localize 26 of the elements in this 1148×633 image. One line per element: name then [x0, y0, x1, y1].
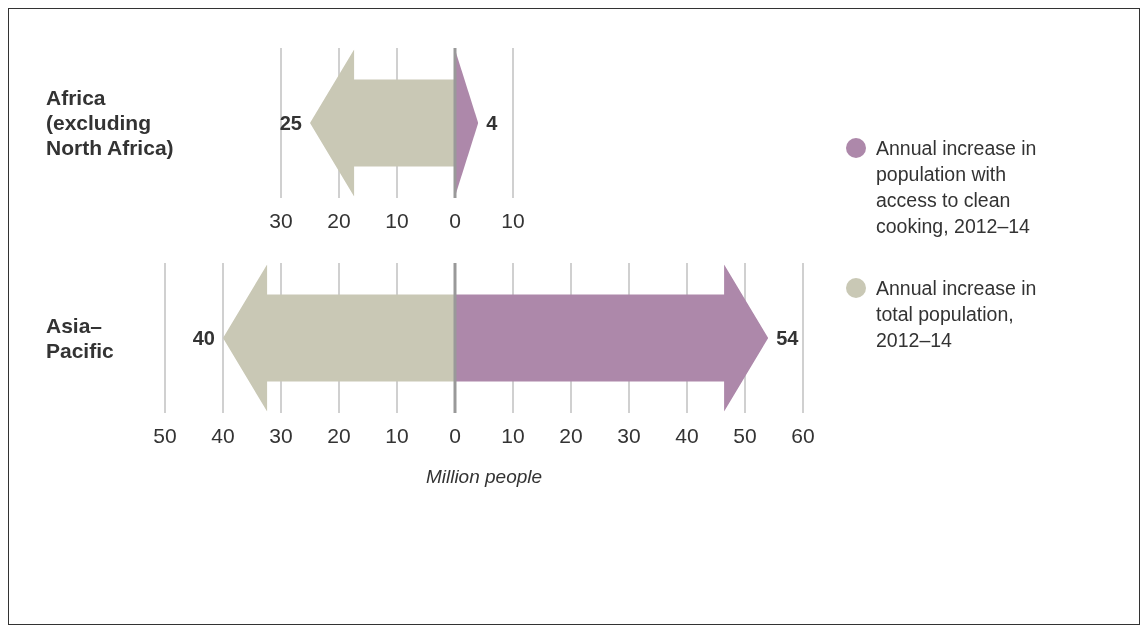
data-label: 25 [279, 112, 302, 134]
legend-label: Annual increase in total population, 2012–14 [876, 277, 1037, 351]
data-label: 4 [486, 112, 499, 134]
x-tick-label: 40 [675, 424, 699, 447]
y-tick-label: Asia–Pacific [46, 313, 115, 362]
x-tick-label: 60 [791, 424, 815, 447]
x-tick-label: 0 [449, 209, 461, 232]
y-tick-label: Africa (excluding North Africa) [46, 86, 174, 159]
data-label: 54 [776, 327, 800, 349]
x-tick-label: 20 [327, 424, 351, 447]
x-tick-label: 30 [269, 424, 293, 447]
x-tick-label: 50 [733, 424, 757, 447]
x-tick-label: 10 [501, 209, 525, 232]
x-tick-label: 0 [449, 424, 461, 447]
x-axis-title: Million people [425, 466, 543, 487]
x-tick-label: 30 [617, 424, 641, 447]
x-tick-label: 20 [559, 424, 583, 447]
x-tick-label: 20 [327, 209, 351, 232]
x-tick-label: 10 [385, 209, 409, 232]
x-tick-label: 30 [269, 209, 293, 232]
legend-label: Annual increase in population with access to clean cooking, 2012–14 [876, 137, 1037, 237]
x-tick-label: 10 [385, 424, 409, 447]
x-tick-label: 10 [501, 424, 525, 447]
x-tick-label: 40 [211, 424, 235, 447]
x-tick-label: 50 [153, 424, 177, 447]
data-label: 40 [192, 327, 215, 349]
